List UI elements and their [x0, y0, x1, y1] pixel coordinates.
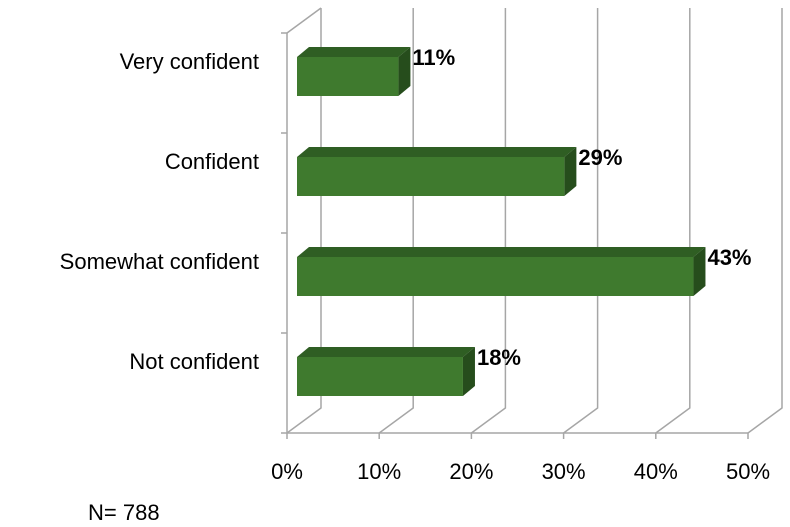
bar	[297, 147, 577, 196]
grid-line	[286, 8, 322, 434]
y-tick-label: Confident	[165, 149, 259, 174]
x-tick-label: 30%	[542, 459, 586, 484]
note: N= 788	[88, 500, 160, 525]
grid-line	[563, 8, 599, 434]
bar-side	[462, 347, 475, 396]
bar	[297, 247, 706, 296]
value-label: 29%	[578, 145, 622, 170]
wall-edge	[286, 7, 322, 34]
bar-side	[693, 247, 706, 296]
bar-front	[297, 257, 694, 296]
x-tick-label: 20%	[449, 459, 493, 484]
grid-line	[747, 8, 783, 434]
bar-side	[564, 147, 577, 196]
bar-front	[297, 57, 399, 96]
y-tick-label: Not confident	[129, 349, 259, 374]
value-label: 43%	[707, 245, 751, 270]
y-tick-label: Somewhat confident	[60, 249, 259, 274]
bar	[297, 347, 475, 396]
grid-line	[470, 8, 507, 434]
x-tick-label: 50%	[726, 459, 770, 484]
grid-line	[378, 8, 414, 434]
x-tick-label: 10%	[357, 459, 401, 484]
bar	[297, 47, 411, 96]
value-label: 18%	[477, 345, 521, 370]
bar-top	[297, 47, 411, 57]
bar-top	[297, 247, 706, 257]
value-label: 11%	[412, 45, 455, 70]
bar-side	[398, 47, 411, 96]
bar-front	[297, 157, 565, 196]
y-tick-label: Very confident	[120, 49, 259, 74]
bar-front	[297, 357, 463, 396]
bar-top	[297, 347, 475, 357]
grid-line	[655, 8, 691, 434]
x-tick-label: 40%	[634, 459, 678, 484]
bar-top	[297, 147, 577, 157]
x-tick-label: 0%	[271, 459, 303, 484]
